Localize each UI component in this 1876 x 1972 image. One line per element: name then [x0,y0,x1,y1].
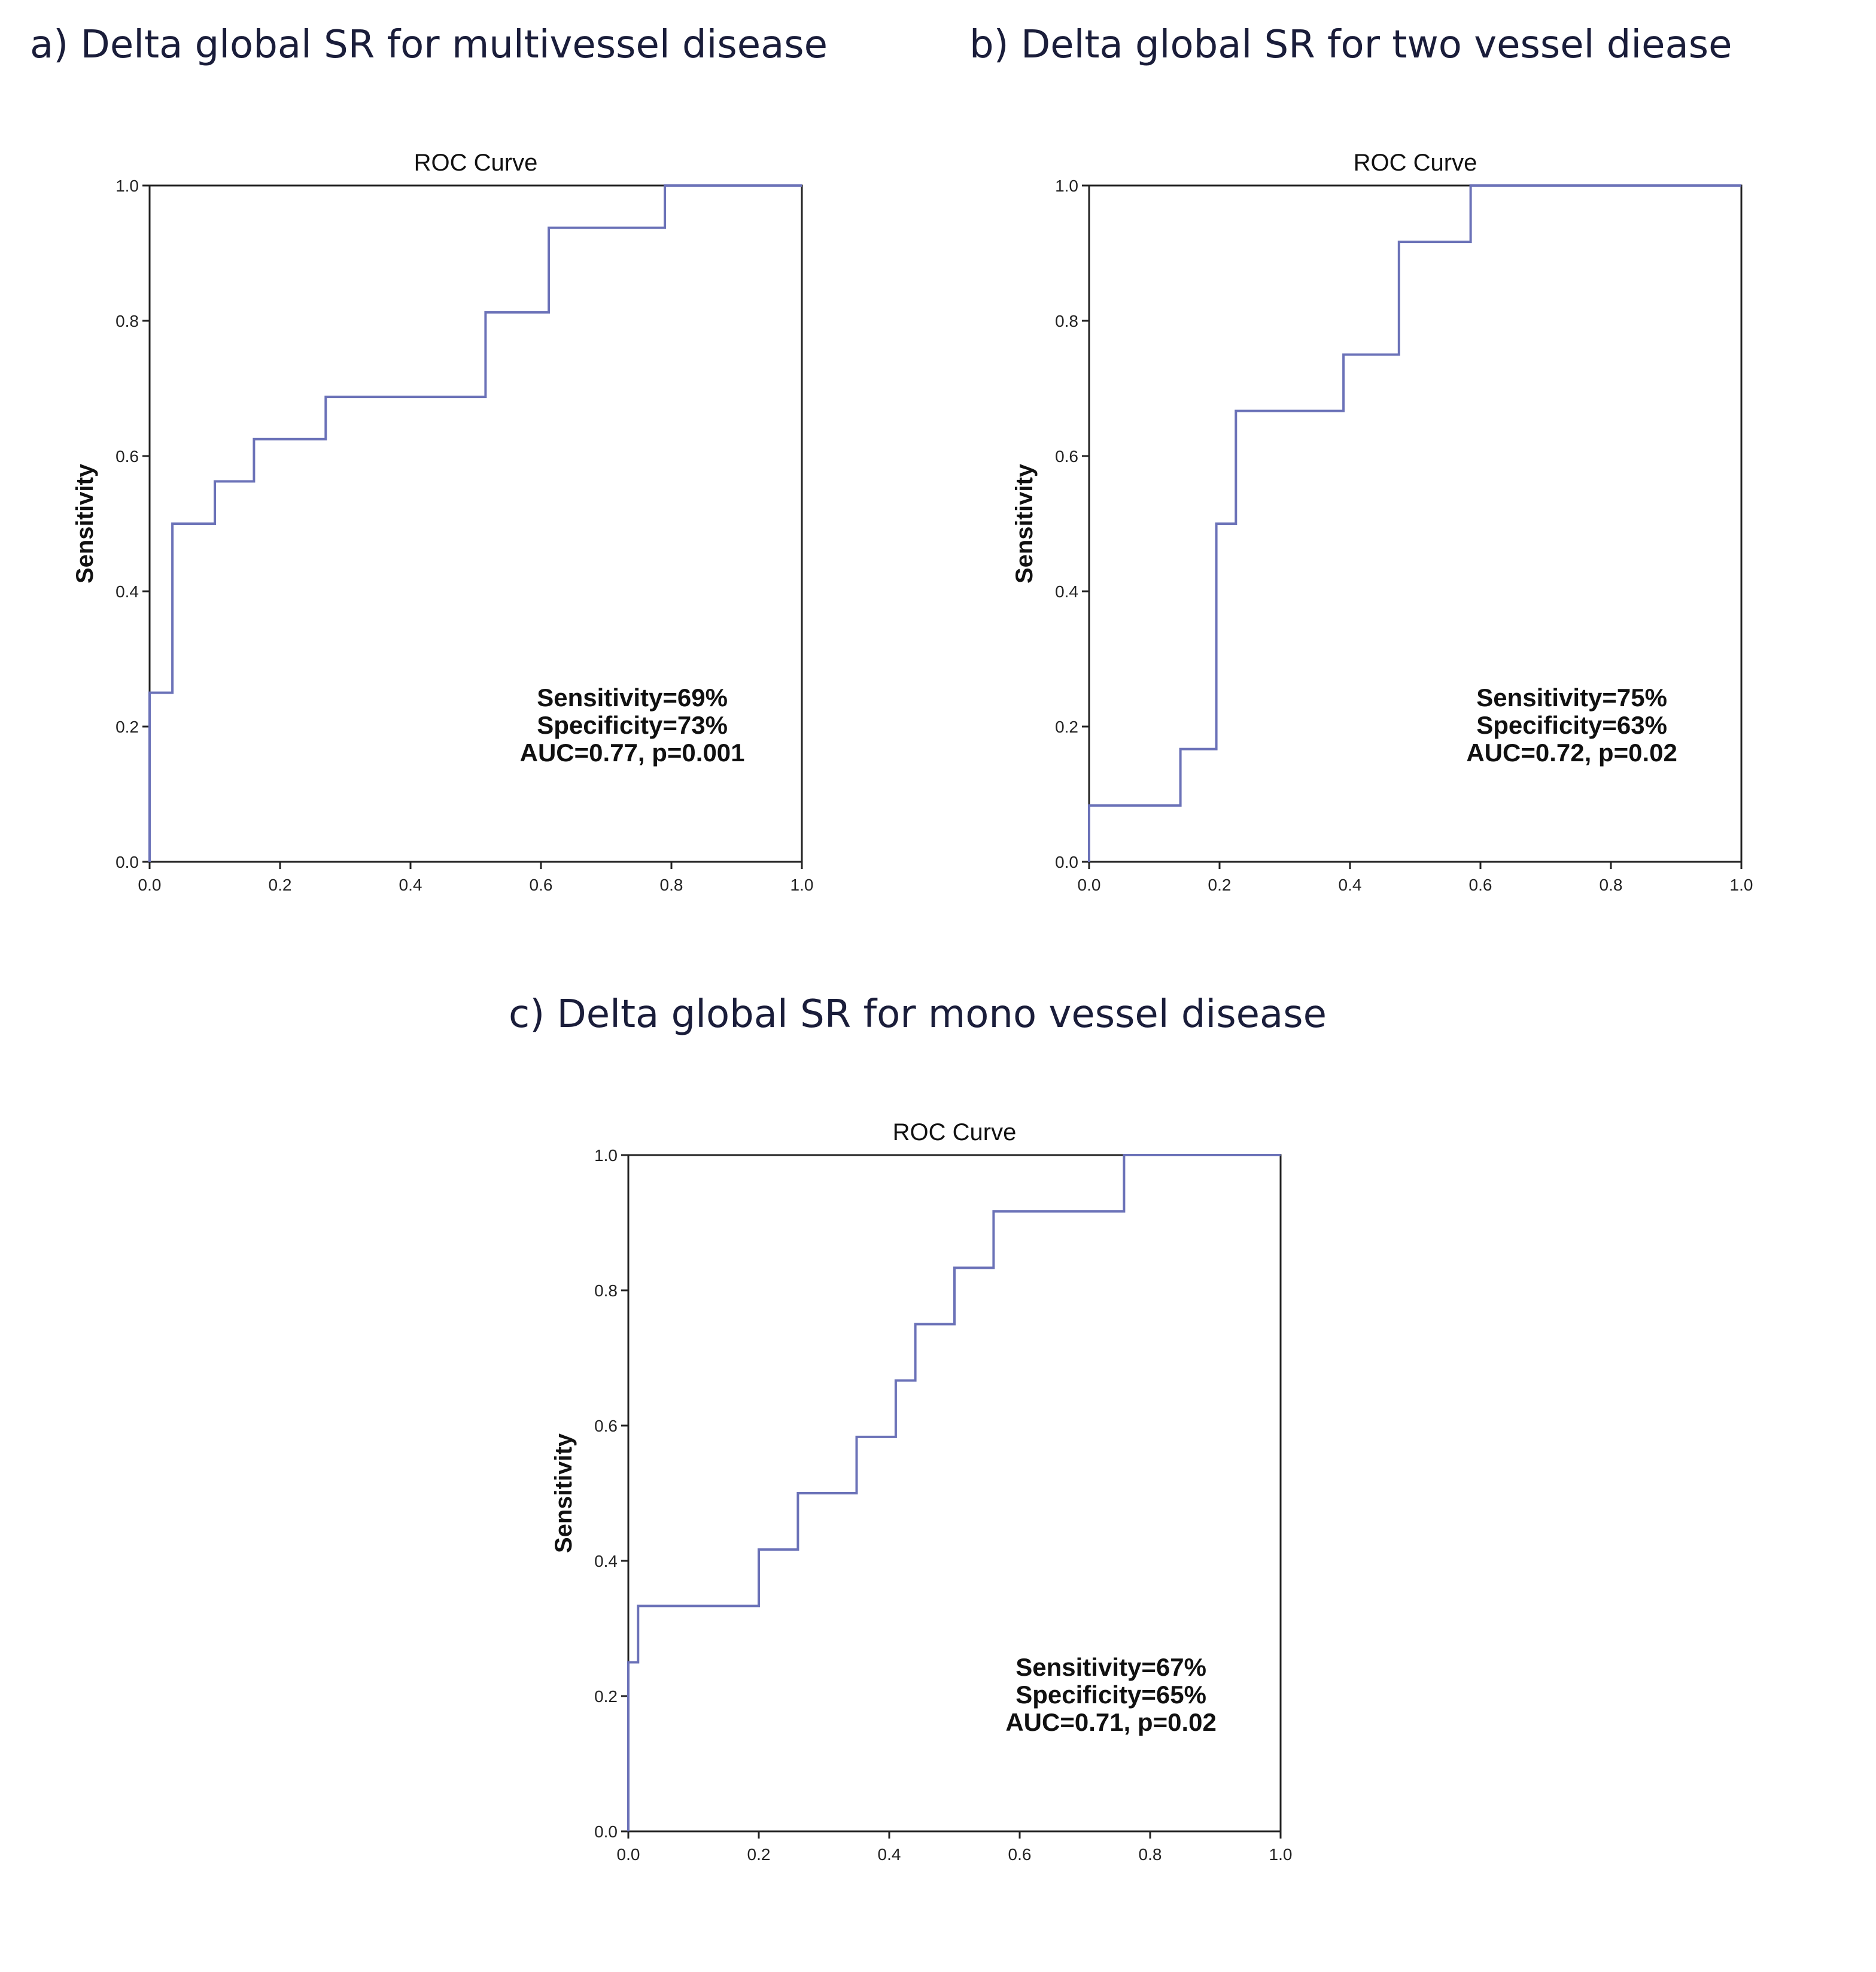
y-axis-label: Sensitivity [551,1433,577,1553]
x-tick-label: 0.2 [747,1845,771,1864]
stats-annotation: Sensitivity=69% [537,683,728,712]
x-tick-label: 0.4 [399,876,422,894]
x-tick-label: 0.6 [1469,876,1492,894]
plot-frame [627,1154,1282,1833]
y-tick-label: 0.4 [594,1552,618,1570]
plot-frame [148,184,803,863]
x-tick-label: 0.0 [1078,876,1101,894]
roc-chart: ROC Curve 0.0 0.2 0.4 0.6 0.8 1.0 0.0 0.2 0.4 0.6 0… [72,150,814,894]
chart-title: ROC Curve [893,1119,1017,1145]
stats-annotation: Specificity=63% [1476,711,1667,739]
roc-curve-line [148,184,802,862]
stats-annotation: Specificity=65% [1015,1681,1206,1709]
roc-panel-mono-vessel: c) Delta global SR for mono vessel disea… [491,976,1388,1873]
y-tick-label: 1.0 [1055,177,1078,195]
y-tick-label: 0.2 [1055,718,1078,736]
y-tick-label: 0.8 [594,1281,618,1300]
x-tick-label: 1.0 [790,876,814,894]
y-tick-label: 0.4 [1055,582,1078,601]
stats-annotation: Specificity=73% [537,711,728,739]
y-tick-label: 0.6 [594,1417,618,1435]
y-tick-label: 0.6 [1055,447,1078,466]
roc-curve-line [1088,184,1741,862]
y-axis-label: Sensitivity [1011,463,1038,584]
x-tick-label: 1.0 [1730,876,1753,894]
x-tick-label: 1.0 [1269,1845,1293,1864]
y-tick-label: 0.8 [1055,312,1078,330]
stats-annotation: AUC=0.71, p=0.02 [1005,1708,1217,1736]
x-tick-label: 0.8 [1139,1845,1162,1864]
roc-chart: ROC Curve 0.0 0.2 0.4 0.6 0.8 1.0 0.0 0.2 0.4 0.6 0… [551,1119,1293,1864]
x-tick-label: 0.6 [530,876,553,894]
y-tick-label: 0.2 [594,1687,618,1706]
x-tick-label: 0.0 [617,1845,640,1864]
x-tick-label: 0.8 [1600,876,1623,894]
x-tick-label: 0.2 [269,876,292,894]
panel-heading: c) Delta global SR for mono vessel disea… [509,992,1327,1037]
y-tick-label: 0.0 [1055,853,1078,871]
y-tick-label: 0.0 [594,1822,618,1841]
roc-panel-two-vessel: b) Delta global SR for two vessel diease… [951,6,1849,904]
x-tick-label: 0.8 [660,876,683,894]
x-tick-label: 0.2 [1208,876,1232,894]
y-tick-label: 0.6 [115,447,139,466]
x-tick-label: 0.4 [1339,876,1362,894]
y-tick-label: 1.0 [115,177,139,195]
panel-heading: b) Delta global SR for two vessel diease [969,23,1732,67]
roc-chart: ROC Curve 0.0 0.2 0.4 0.6 0.8 1.0 0.0 0.2 0.4 0.6 0… [1011,150,1753,894]
stats-annotation: Sensitivity=67% [1015,1653,1206,1681]
roc-panel-multivessel: a) Delta global SR for multivessel disea… [12,6,910,904]
y-tick-label: 1.0 [594,1146,618,1165]
stats-annotation: Sensitivity=75% [1476,683,1667,712]
stats-annotation: AUC=0.72, p=0.02 [1466,739,1677,767]
chart-title: ROC Curve [1354,150,1477,176]
roc-curve-line [627,1154,1281,1831]
x-tick-label: 0.6 [1008,1845,1032,1864]
stats-annotation: AUC=0.77, p=0.001 [520,739,745,767]
y-axis-label: Sensitivity [72,463,98,584]
chart-title: ROC Curve [414,150,538,176]
y-tick-label: 0.2 [115,718,139,736]
y-tick-label: 0.0 [115,853,139,871]
x-tick-label: 0.0 [138,876,162,894]
x-tick-label: 0.4 [878,1845,901,1864]
plot-frame [1088,184,1743,863]
y-tick-label: 0.4 [115,582,139,601]
panel-heading: a) Delta global SR for multivessel disea… [30,23,828,67]
y-tick-label: 0.8 [115,312,139,330]
